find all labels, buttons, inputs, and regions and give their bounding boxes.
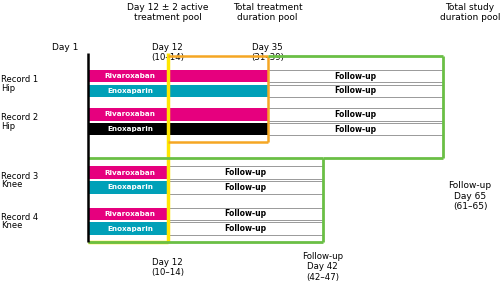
Text: Follow-up: Follow-up [224, 168, 266, 177]
Text: Follow-up
Day 65
(61–65): Follow-up Day 65 (61–65) [448, 181, 492, 211]
Text: Follow-up: Follow-up [224, 183, 266, 192]
Bar [88, 208, 168, 220]
Bar [88, 85, 268, 97]
Text: Day 1: Day 1 [52, 43, 78, 52]
Text: Rivaroxaban: Rivaroxaban [104, 73, 156, 79]
Bar [88, 222, 168, 235]
Bar [268, 85, 442, 97]
Text: Enoxaparin: Enoxaparin [107, 126, 153, 132]
Text: Follow-up: Follow-up [334, 72, 376, 81]
Text: Rivaroxaban: Rivaroxaban [104, 112, 156, 117]
Text: Hip: Hip [1, 122, 15, 131]
Text: Enoxaparin: Enoxaparin [107, 88, 153, 94]
Text: Total study
duration pool: Total study duration pool [440, 3, 500, 22]
Text: Day 12
(10–14): Day 12 (10–14) [151, 43, 184, 62]
Bar [168, 166, 322, 179]
Text: Record 2: Record 2 [1, 114, 38, 122]
Text: Knee: Knee [1, 180, 22, 189]
Text: Enoxaparin: Enoxaparin [107, 184, 153, 190]
Bar [268, 108, 442, 121]
Bar [88, 70, 268, 82]
Text: Day 35
(31–39): Day 35 (31–39) [251, 43, 284, 62]
Bar [268, 123, 442, 135]
Text: Record 3: Record 3 [1, 172, 38, 181]
Text: Follow-up: Follow-up [224, 224, 266, 233]
Bar [88, 166, 168, 179]
Text: Knee: Knee [1, 222, 22, 230]
Text: Follow-up
Day 42
(42–47): Follow-up Day 42 (42–47) [302, 252, 343, 282]
Bar [88, 181, 168, 194]
Text: Record 1: Record 1 [1, 75, 38, 84]
Text: Record 4: Record 4 [1, 213, 38, 222]
Text: Day 12
(10–14): Day 12 (10–14) [151, 258, 184, 277]
Text: Total treatment
duration pool: Total treatment duration pool [232, 3, 302, 22]
Bar [88, 123, 268, 135]
Text: Follow-up: Follow-up [224, 209, 266, 218]
Text: Follow-up: Follow-up [334, 86, 376, 95]
Bar [268, 70, 442, 82]
Text: Follow-up: Follow-up [334, 125, 376, 134]
Bar [88, 108, 268, 121]
Bar [168, 181, 322, 194]
Text: Rivaroxaban: Rivaroxaban [104, 211, 156, 217]
Text: Follow-up: Follow-up [334, 110, 376, 119]
Bar [168, 208, 322, 220]
Bar [168, 222, 322, 235]
Text: Day 12 ± 2 active
treatment pool: Day 12 ± 2 active treatment pool [127, 3, 208, 22]
Text: Rivaroxaban: Rivaroxaban [104, 170, 156, 176]
Text: Enoxaparin: Enoxaparin [107, 226, 153, 232]
Text: Hip: Hip [1, 84, 15, 93]
